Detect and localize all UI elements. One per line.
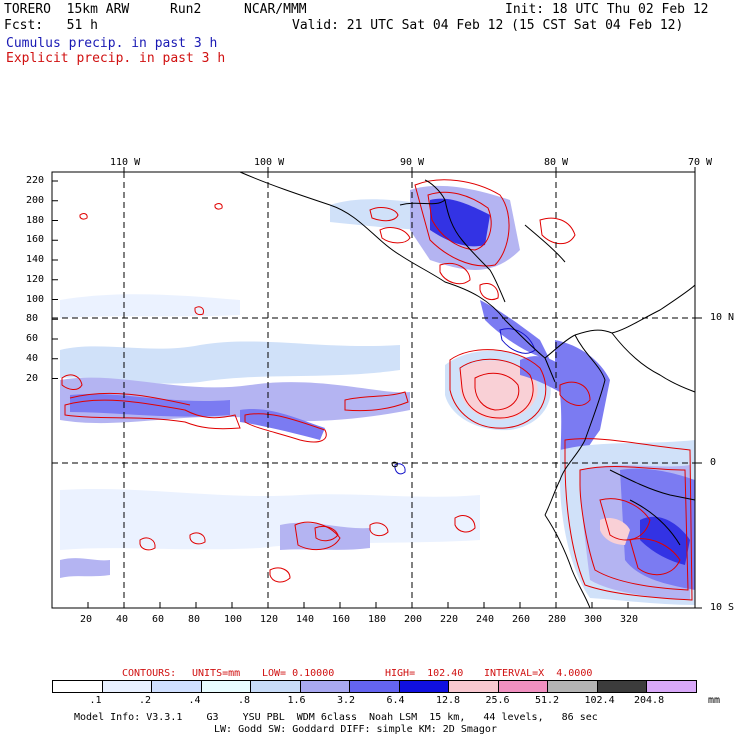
colorbar-swatch [349, 680, 400, 693]
org-label: NCAR/MMM [244, 2, 307, 17]
lon-label-70w: 70 W [688, 157, 713, 168]
x-tick-label: 220 [440, 614, 459, 625]
contours-label: CONTOURS: [122, 668, 177, 679]
lon-label-110w: 110 W [110, 157, 141, 168]
colorbar-swatch [200, 680, 251, 693]
colorbar-swatch [52, 680, 103, 693]
coastlines [239, 171, 696, 609]
colorbar-value: .2 [139, 695, 152, 706]
contours-high: HIGH= 102.40 [385, 668, 464, 679]
x-tick-label: 300 [584, 614, 603, 625]
cumulus-precip-contours [394, 328, 536, 475]
explicit-precip-contours [61, 179, 693, 601]
x-tick-label: 200 [404, 614, 423, 625]
contours-units: UNITS=mm [192, 668, 241, 679]
latlon-grid [52, 172, 695, 608]
colorbar-value: 51.2 [535, 695, 560, 706]
lon-label-100w: 100 W [254, 157, 285, 168]
lat-label-0: 0 [710, 457, 717, 468]
colorbar-swatch [497, 680, 548, 693]
colorbar-swatch [448, 680, 499, 693]
colorbar-value: 25.6 [485, 695, 510, 706]
x-tick-label: 80 [188, 614, 201, 625]
x-tick-label: 240 [476, 614, 495, 625]
model-title: TORERO 15km ARW [4, 2, 130, 17]
colorbar-value: .4 [188, 695, 201, 706]
lat-label-10s: 10 S [710, 602, 735, 613]
y-tick-label: 200 [26, 194, 45, 206]
x-tick-label: 140 [296, 614, 315, 625]
colorbar-swatch [101, 680, 152, 693]
physics-info: LW: Godd SW: Goddard DIFF: simple KM: 2D… [214, 724, 497, 735]
explicit-legend: Explicit precip. in past 3 h [6, 51, 226, 66]
colorbar-swatch [547, 680, 598, 693]
colorbar-value: 204.8 [634, 695, 665, 706]
colorbar-value: 1.6 [287, 695, 306, 706]
colorbar-value: 12.8 [436, 695, 461, 706]
cumulus-precip-shading [60, 185, 695, 605]
colorbar-swatch [646, 680, 697, 693]
x-tick-label: 320 [620, 614, 639, 625]
x-tick-label: 120 [260, 614, 279, 625]
colorbar-value: .1 [89, 695, 102, 706]
colorbar-swatch [250, 680, 301, 693]
colorbar-value: 6.4 [386, 695, 405, 706]
y-tick-label: 120 [26, 273, 45, 285]
lon-label-80w: 80 W [544, 157, 569, 168]
forecast-hour: Fcst: 51 h [4, 18, 98, 33]
y-tick-label: 40 [26, 352, 39, 364]
colorbar-swatch [398, 680, 449, 693]
x-tick-label: 40 [116, 614, 129, 625]
colorbar-swatch [151, 680, 202, 693]
y-tick-label: 80 [26, 313, 39, 325]
axis-ticks [52, 167, 702, 609]
y-tick-label: 140 [26, 254, 45, 265]
valid-time: Valid: 21 UTC Sat 04 Feb 12 (15 CST Sat … [292, 18, 684, 33]
x-tick-label: 260 [512, 614, 531, 625]
colorbar-value: .8 [238, 695, 251, 706]
contours-low: LOW= 0.10000 [262, 668, 335, 679]
colorbar-swatch [596, 680, 647, 693]
y-tick-label: 180 [26, 214, 45, 226]
init-time: Init: 18 UTC Thu 02 Feb 12 [505, 2, 709, 17]
colorbar-swatch [299, 680, 350, 693]
x-tick-label: 60 [152, 614, 165, 625]
y-tick-label: 20 [26, 372, 39, 384]
cumulus-legend: Cumulus precip. in past 3 h [6, 36, 218, 51]
x-tick-label: 280 [548, 614, 567, 625]
x-tick-label: 160 [332, 614, 351, 625]
model-info: Model Info: V3.3.1 G3 YSU PBL WDM 6class… [74, 712, 598, 723]
x-tick-label: 20 [80, 614, 93, 625]
y-tick-label: 220 [26, 175, 45, 186]
plot-frame [51, 171, 696, 609]
colorbar-value: 102.4 [584, 695, 615, 706]
y-tick-label: 160 [26, 234, 45, 246]
lat-label-10n: 10 N [710, 312, 735, 323]
lon-label-90w: 90 W [400, 157, 425, 168]
colorbar-unit: mm [708, 695, 721, 706]
x-tick-label: 180 [368, 614, 387, 625]
run-label: Run2 [170, 2, 202, 17]
x-tick-label: 100 [224, 614, 243, 625]
y-tick-label: 100 [26, 293, 45, 305]
colorbar-value: 3.2 [337, 695, 356, 706]
contours-interval: INTERVAL=X 4.0000 [484, 668, 593, 679]
y-tick-label: 60 [26, 333, 39, 344]
